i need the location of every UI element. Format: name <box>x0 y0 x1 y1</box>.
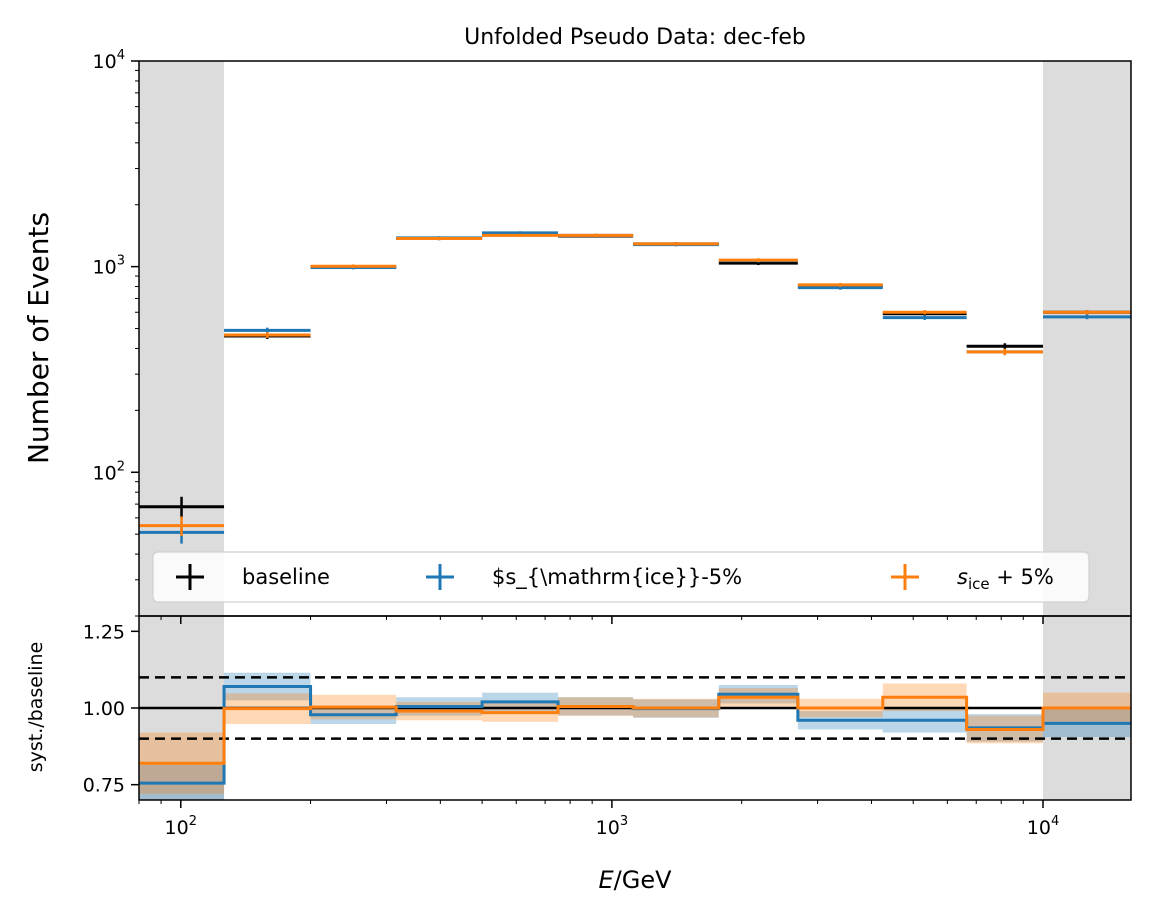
ratio-step-line <box>139 695 1131 765</box>
x-axis-label: E/GeV <box>598 866 672 894</box>
labels: Unfolded Pseudo Data: dec-feb Number of … <box>22 25 806 894</box>
shaded-region <box>139 61 225 800</box>
shaded-region <box>1043 61 1131 800</box>
data-series <box>139 231 1131 785</box>
main-y-axis-label: Number of Events <box>22 212 55 464</box>
ratio-y-tick-label: 1.00 <box>83 698 125 720</box>
main-y-tick-label: 103 <box>93 254 125 279</box>
main-y-tick-label: 102 <box>93 459 125 484</box>
chart-title: Unfolded Pseudo Data: dec-feb <box>464 25 806 50</box>
ratio-y-axis-label: syst./baseline <box>25 642 47 773</box>
ratio-y-tick-label: 1.25 <box>83 621 125 643</box>
legend: baseline $s_{\mathrm{ice}}-5% sice + 5% <box>152 551 1090 603</box>
legend-label: baseline <box>242 565 330 589</box>
legend-label: $s_{\mathrm{ice}}-5% <box>492 565 742 590</box>
legend-label: sice + 5% <box>957 565 1054 593</box>
x-tick-label: 104 <box>1027 814 1059 839</box>
axes: 102 103 104 0.75 1.00 1.25 102 103 104 <box>83 48 1132 839</box>
shaded-regions <box>139 61 1131 800</box>
main-axes-frame <box>138 60 1132 617</box>
x-axis-label-rest: /GeV <box>614 866 672 894</box>
x-axis-label-italic: E <box>598 866 614 894</box>
x-tick-label: 102 <box>165 814 197 839</box>
legend-box <box>152 551 1090 603</box>
ratio-y-tick-label: 0.75 <box>83 775 125 797</box>
main-y-tick-label: 104 <box>93 48 125 73</box>
uncertainty-bands <box>139 672 1131 800</box>
x-tick-label: 103 <box>596 814 628 839</box>
